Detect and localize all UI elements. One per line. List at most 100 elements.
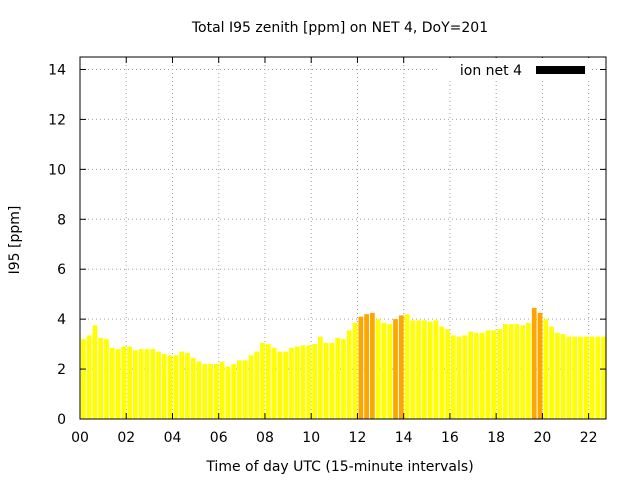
plot-border [79,56,607,420]
bar [381,322,387,419]
legend-label: ion net 4 [460,63,522,79]
bar [520,325,526,419]
bar [277,351,283,419]
bar [537,312,543,419]
bar [387,324,393,419]
bar [427,321,433,419]
x-tick-label: 02 [117,430,135,446]
bar [445,329,450,419]
bar [173,355,179,419]
bar [433,320,439,419]
bar [502,324,508,419]
x-tick-label: 14 [395,430,413,446]
bar [81,339,86,419]
bar [213,364,219,419]
bar [497,329,502,419]
bar [231,364,237,419]
bar [265,344,271,419]
x-tick-label: 08 [256,430,274,446]
bar [289,347,294,419]
bar [491,330,497,419]
bar [404,314,410,419]
bar [450,335,456,419]
bar [283,351,289,419]
y-tick-label: 12 [48,112,66,128]
bar [138,349,144,419]
bar [271,347,277,419]
bar [479,332,485,419]
bar [179,351,185,419]
ticks-layer [79,57,606,420]
bar [375,319,381,419]
y-tick-label: 14 [48,62,66,78]
bar [560,334,566,419]
bar [583,336,589,419]
y-tick-label: 6 [57,262,66,278]
bar [462,335,468,419]
legend-background [440,58,590,80]
y-tick-label: 2 [57,362,66,378]
bar [370,312,375,419]
bar [572,336,578,419]
y-axis-title: I95 [ppm] [7,206,23,275]
x-tick-label: 18 [487,430,505,446]
bar [364,314,369,419]
bar [329,342,335,419]
y-tick-label: 10 [48,162,66,178]
x-tick-label: 20 [534,430,552,446]
bar [260,342,265,419]
bar [167,355,173,419]
x-tick-label: 06 [210,430,228,446]
bar [352,322,358,419]
bar [156,351,161,419]
bar [115,349,121,419]
bar [121,346,127,419]
bar [300,345,306,419]
legend-swatch [536,66,585,74]
bar [393,319,398,419]
bar [104,339,109,419]
bar [98,337,104,419]
bar [474,332,479,419]
bar [398,315,404,419]
bar [341,339,346,419]
bar [508,324,514,419]
x-tick-label: 22 [580,430,598,446]
y-tick-label: 4 [57,312,66,328]
bar [242,360,248,419]
bar [526,322,531,419]
bar [208,364,213,419]
y-tick-label: 8 [57,212,66,228]
bar [439,326,445,419]
bar [601,336,606,419]
x-tick-label: 16 [441,430,459,446]
y-tick-label: 0 [57,412,66,428]
bar [237,360,242,419]
bar [161,354,167,419]
legend: ion net 4 [440,58,590,80]
bar [150,349,156,419]
bar [543,319,549,419]
x-tick-label: 00 [71,430,89,446]
bar [225,366,231,419]
bar [190,357,196,419]
bar [589,336,595,419]
bar [416,320,421,419]
bar [109,347,115,419]
bar [92,325,98,419]
bar [312,344,317,419]
bars-layer [81,307,606,419]
bar [358,316,364,419]
bar [468,331,474,419]
bar [410,320,416,419]
bar [578,336,583,419]
bar [595,336,601,419]
bar [127,346,132,419]
bar [254,351,260,419]
bar [566,336,572,419]
bar [485,330,491,419]
bar [294,346,300,419]
